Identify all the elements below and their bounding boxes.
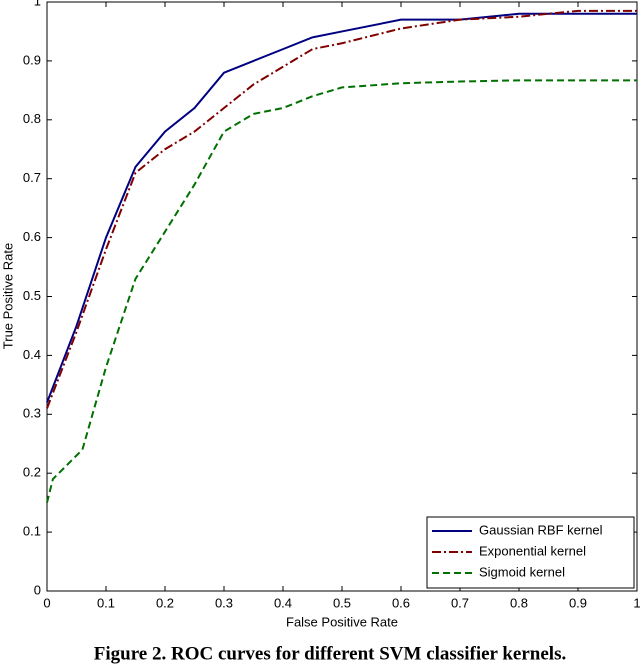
y-tick-label: 1 <box>34 0 41 8</box>
y-tick-label: 0.7 <box>23 170 41 185</box>
line-series <box>46 79 637 503</box>
legend-label: Exponential kernel <box>479 543 586 558</box>
y-tick-label: 0.6 <box>23 229 41 244</box>
y-tick-label: 0.3 <box>23 406 41 421</box>
line-series <box>46 9 637 409</box>
y-tick-label: 0.9 <box>23 52 41 67</box>
x-tick-label: 0.6 <box>392 595 410 610</box>
line-series <box>46 12 637 403</box>
x-tick-label: 0.2 <box>156 595 174 610</box>
x-tick-label: 0.1 <box>97 595 115 610</box>
y-tick-label: 0.2 <box>23 465 41 480</box>
plot-frame <box>46 1 638 592</box>
x-axis-label: False Positive Rate <box>286 614 398 629</box>
legend-label: Gaussian RBF kernel <box>479 522 603 537</box>
y-tick-label: 0.4 <box>23 347 41 362</box>
x-tick-label: 0.5 <box>333 595 351 610</box>
x-tick-label: 0.4 <box>274 595 292 610</box>
y-tick-label: 0.5 <box>23 288 41 303</box>
x-tick-label: 1 <box>633 595 640 610</box>
x-tick-label: 0.9 <box>569 595 587 610</box>
x-tick-label: 0.8 <box>510 595 528 610</box>
y-tick-label: 0 <box>34 582 41 597</box>
y-axis-label: True Positive Rate <box>0 243 15 349</box>
x-tick-label: 0 <box>43 595 50 610</box>
y-tick-label: 0.1 <box>23 524 41 539</box>
x-tick-label: 0.7 <box>451 595 469 610</box>
x-tick-label: 0.3 <box>215 595 233 610</box>
caption: Figure 2. ROC curves for different SVM c… <box>94 643 566 664</box>
y-tick-label: 0.8 <box>23 111 41 126</box>
legend-label: Sigmoid kernel <box>479 564 565 579</box>
